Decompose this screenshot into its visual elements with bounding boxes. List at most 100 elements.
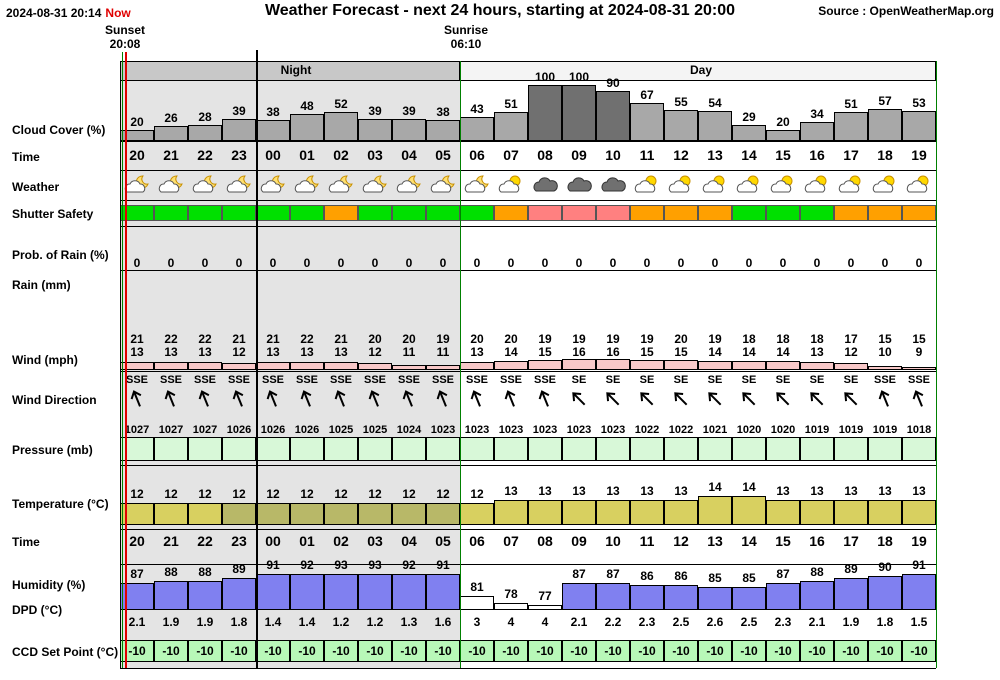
wind-direction-label: SSE — [465, 374, 489, 386]
wind-bar — [494, 361, 528, 370]
ccd-value: -10 — [672, 644, 690, 658]
humidity-value: 89 — [844, 562, 858, 577]
shutter-cell — [732, 205, 766, 221]
dpd-value: 1.9 — [196, 615, 214, 629]
temperature-value: 13 — [606, 484, 620, 498]
time-label: 11 — [639, 147, 655, 163]
row-separator — [120, 200, 936, 201]
time-label: 18 — [877, 533, 893, 549]
pressure-cell — [392, 437, 426, 461]
partly-cloudy-day-icon — [634, 175, 657, 193]
time-label: 23 — [231, 533, 247, 549]
time-label: 20 — [129, 533, 145, 549]
wind-direction-label: SE — [707, 374, 723, 386]
time-label: 22 — [197, 147, 213, 163]
pressure-cell — [596, 437, 630, 461]
temperature-bar — [732, 496, 766, 525]
ccd-cell — [834, 640, 868, 662]
humidity-value: 87 — [776, 566, 790, 581]
humidity-value: 88 — [198, 564, 212, 579]
prob-rain-value: 0 — [133, 256, 141, 270]
temperature-value: 13 — [504, 484, 518, 498]
cloud-value: 55 — [674, 95, 688, 110]
humidity-value: 93 — [334, 558, 348, 572]
ccd-cell — [222, 640, 256, 662]
sunset-time: 20:08 — [109, 37, 141, 51]
wind-bar — [358, 363, 392, 370]
time-label: 09 — [571, 533, 587, 549]
prob-rain-value: 0 — [609, 256, 617, 270]
wind-gust-value: 19 — [436, 332, 450, 346]
temperature-value: 12 — [130, 487, 144, 501]
cloud-bar — [426, 119, 460, 141]
humidity-bar — [426, 574, 460, 610]
wind-arrow-icon — [402, 390, 414, 407]
wind-arrow-icon — [504, 390, 516, 407]
temperature-bar — [392, 503, 426, 525]
page-title: Weather Forecast - next 24 hours, starti… — [264, 2, 736, 19]
shutter-cell — [698, 205, 732, 221]
time-label: 16 — [809, 147, 825, 163]
label-wind-direction: Wind Direction — [12, 393, 97, 407]
ccd-value: -10 — [298, 644, 316, 658]
wind-speed-value: 15 — [538, 345, 552, 359]
shutter-cell — [426, 205, 460, 221]
ccd-cell — [766, 640, 800, 662]
time-label: 22 — [197, 533, 213, 549]
label-time-2: Time — [12, 535, 40, 549]
wind-direction-label: SSE — [397, 374, 421, 386]
shutter-cell — [188, 205, 222, 221]
time-label: 12 — [673, 147, 689, 163]
time-label: 01 — [299, 533, 315, 549]
time-label: 19 — [911, 533, 927, 549]
time-label: 20 — [129, 147, 145, 163]
sunset-line-shadow — [122, 52, 123, 668]
dpd-value: 2.3 — [774, 615, 792, 629]
wind-speed-value: 9 — [915, 345, 923, 359]
wind-gust-value: 21 — [266, 332, 280, 346]
pressure-cell — [732, 437, 766, 461]
wind-direction-label: SE — [639, 374, 655, 386]
wind-direction-label: SE — [843, 374, 859, 386]
wind-direction-label: SSE — [125, 374, 149, 386]
humidity-value: 81 — [470, 580, 484, 594]
wind-arrow-icon — [538, 390, 550, 407]
time-label: 04 — [401, 147, 417, 163]
wind-bar — [562, 359, 596, 370]
humidity-value: 85 — [742, 571, 756, 586]
pressure-cell — [324, 437, 358, 461]
ccd-cell — [630, 640, 664, 662]
pressure-value: 1025 — [328, 424, 354, 436]
humidity-bar — [494, 602, 528, 610]
humidity-bar — [528, 604, 562, 610]
dpd-value: 4 — [541, 615, 549, 629]
time-label: 17 — [843, 147, 859, 163]
temperature-value: 12 — [232, 487, 246, 501]
humidity-value: 86 — [640, 569, 654, 583]
humidity-bar — [222, 578, 256, 610]
wind-speed-value: 14 — [742, 345, 756, 359]
cloud-value: 100 — [568, 70, 590, 84]
dpd-value: 2.5 — [672, 615, 690, 629]
cloud-bar — [494, 112, 528, 141]
row-separator — [120, 529, 936, 530]
humidity-bar — [698, 587, 732, 610]
pressure-cell — [664, 437, 698, 461]
wind-bar — [800, 362, 834, 370]
pressure-value: 1026 — [294, 424, 320, 436]
wind-arrow-icon — [470, 390, 482, 407]
time-label: 09 — [571, 147, 587, 163]
wind-speed-value: 13 — [130, 345, 144, 359]
wind-direction-label: SSE — [499, 374, 523, 386]
wind-gust-value: 22 — [198, 332, 212, 346]
cloud-bar — [902, 111, 936, 141]
ccd-cell — [392, 640, 426, 662]
wind-arrow-icon — [198, 390, 210, 407]
humidity-bar — [766, 582, 800, 610]
time-label: 11 — [639, 533, 655, 549]
humidity-value: 91 — [436, 558, 450, 572]
dpd-value: 2.6 — [706, 615, 724, 629]
cloud-bar — [154, 126, 188, 141]
ccd-value: -10 — [128, 644, 146, 658]
partly-cloudy-night-icon — [294, 175, 319, 193]
